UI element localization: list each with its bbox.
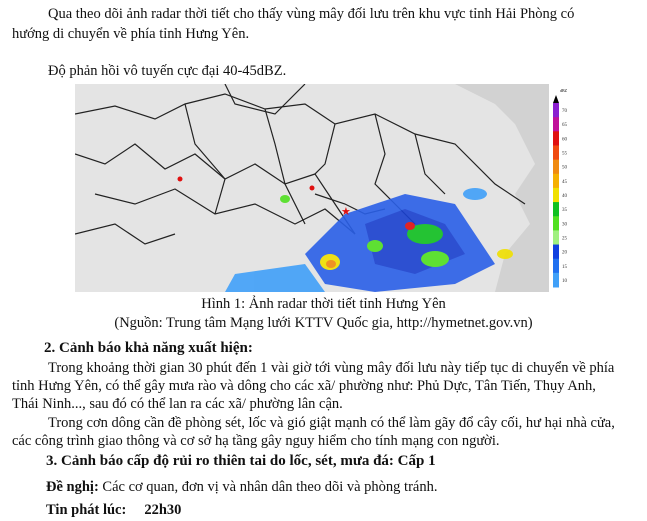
legend-unit: dBZ [560, 88, 568, 93]
legend-label: 65 [562, 123, 568, 128]
section-2-heading: 2. Cảnh báo khả năng xuất hiện: [44, 340, 253, 356]
legend-swatch [553, 117, 559, 132]
legend-label: 30 [562, 222, 568, 227]
legend-swatch [553, 131, 559, 146]
legend-swatch [553, 187, 559, 203]
legend-label: 40 [562, 194, 568, 199]
section-3-heading: 3. Cảnh báo cấp độ rủi ro thiên tai do l… [46, 453, 436, 469]
intro-line-2: hướng di chuyển về phía tỉnh Hưng Yên. [12, 26, 250, 42]
legend-label: 20 [562, 251, 568, 256]
recommendation: Đề nghị: Các cơ quan, đơn vị và nhân dân… [46, 479, 437, 496]
svg-text:★: ★ [341, 206, 351, 218]
reflectivity-text: Độ phản hồi vô tuyến cực đại 40-45dBZ. [48, 63, 287, 79]
legend-swatch [553, 230, 559, 246]
legend-label: 55 [562, 152, 568, 157]
issued-label: Tin phát lúc: [46, 502, 127, 518]
legend-swatch [553, 202, 559, 217]
legend-arrow-up-icon [553, 95, 559, 103]
legend-swatch [553, 145, 559, 161]
legend-label: 50 [562, 166, 568, 171]
figure-caption: Hình 1: Ảnh radar thời tiết tỉnh Hưng Yê… [201, 296, 446, 312]
legend-swatch [553, 173, 559, 189]
legend-swatch [553, 159, 559, 175]
legend-label: 70 [562, 109, 568, 114]
radar-image: ★ [75, 84, 549, 292]
recommend-label: Đề nghị: [46, 479, 99, 495]
section-2-text: các công trình giao thông và cơ sở hạ tầ… [12, 433, 500, 449]
legend-label: 45 [562, 180, 568, 185]
legend-swatch [553, 244, 559, 260]
legend-label: 15 [562, 265, 568, 270]
legend-label: 10 [562, 279, 568, 284]
figure-source: (Nguồn: Trung tâm Mạng lưới KTTV Quốc gi… [114, 315, 533, 331]
legend-swatch [553, 272, 559, 288]
legend-swatch [553, 258, 559, 274]
intro-line-1: Qua theo dõi ảnh radar thời tiết cho thấ… [48, 6, 575, 22]
legend-label: 60 [562, 137, 568, 142]
legend-swatch [553, 103, 559, 118]
section-2-text: Trong cơn dông cần đề phòng sét, lốc và … [48, 415, 615, 431]
legend-label: 35 [562, 208, 568, 213]
issued-time: Tin phát lúc: 22h30 [46, 502, 181, 519]
dbz-color-legend: dBZ 70 65 60 55 50 45 40 35 30 25 20 15 10 [552, 87, 574, 293]
section-2-text: Thái Ninh..., sau đó có thể lan ra các x… [12, 396, 343, 412]
legend-swatch [553, 216, 559, 231]
issued-time-value: 22h30 [144, 502, 182, 518]
recommend-text: Các cơ quan, đơn vị và nhân dân theo dõi… [98, 479, 438, 495]
section-2-text: Trong khoảng thời gian 30 phút đến 1 vài… [48, 360, 615, 376]
section-2-text: tỉnh Hưng Yên, có thể gây mưa rào và dôn… [12, 378, 596, 394]
legend-label: 25 [562, 236, 568, 241]
